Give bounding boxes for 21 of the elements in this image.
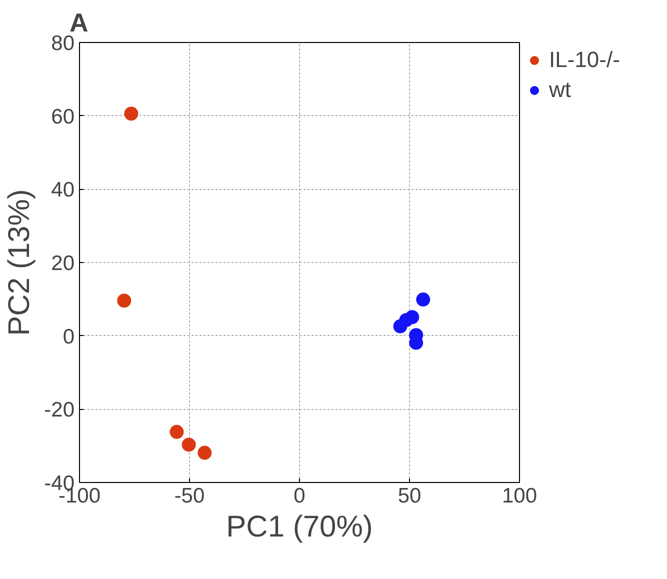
x-axis-title: PC1 (70%) [226, 510, 373, 544]
point [117, 294, 132, 308]
x-tick-label: -50 [174, 484, 205, 508]
legend-label: wt [549, 77, 571, 103]
legend-label: IL-10-/- [549, 47, 620, 73]
x-tick-label: 100 [502, 484, 538, 508]
point [124, 106, 138, 121]
y-tick-label: -20 [44, 398, 75, 422]
point [170, 424, 184, 439]
point [198, 446, 212, 460]
point [405, 310, 420, 324]
point [182, 438, 196, 452]
y-tick-label: 20 [51, 252, 74, 275]
y-tick-label: 80 [51, 32, 74, 55]
y-tick-label: 0 [62, 325, 75, 348]
point [416, 292, 430, 307]
y-tick-label: 60 [51, 105, 74, 128]
x-tick-label: 50 [398, 484, 422, 508]
x-tick-label: 0 [294, 484, 306, 508]
y-axis-title: PC2 (13%) [3, 189, 36, 336]
y-tick-label: 40 [51, 178, 74, 202]
